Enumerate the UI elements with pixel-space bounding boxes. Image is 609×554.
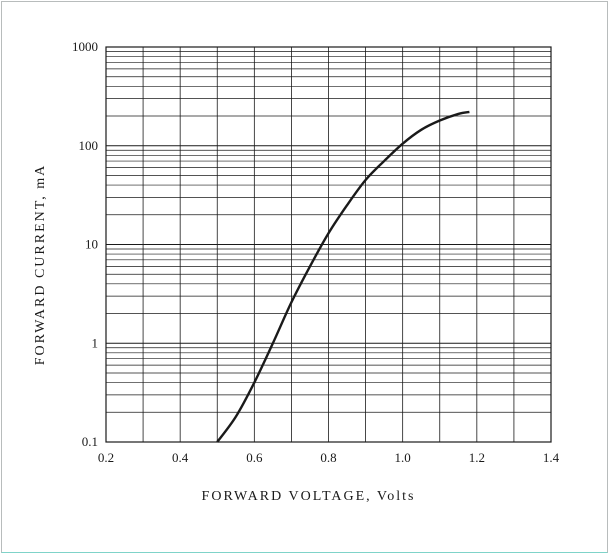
x-tick-label: 0.8	[320, 450, 336, 465]
x-tick-label: 0.4	[172, 450, 189, 465]
x-tick-labels: 0.2 0.4 0.6 0.8 1.0 1.2 1.4	[98, 450, 560, 465]
y-tick-label: 10	[85, 237, 98, 252]
x-tick-label: 0.6	[246, 450, 263, 465]
x-tick-label: 0.2	[98, 450, 114, 465]
y-tick-label: 1	[92, 335, 99, 350]
series-line	[216, 110, 470, 443]
x-axis-label: FORWARD VOLTAGE, Volts	[202, 489, 416, 504]
grid	[106, 47, 551, 442]
x-tick-label: 1.0	[395, 450, 411, 465]
y-axis-label: FORWARD CURRENT, mA	[33, 164, 48, 365]
x-tick-label: 1.2	[469, 450, 485, 465]
y-tick-label: 0.1	[82, 434, 98, 449]
plot-border	[105, 46, 552, 443]
y-tick-label: 100	[79, 138, 99, 153]
y-tick-label: 1000	[72, 39, 98, 54]
y-tick-labels: 0.1 1 10 100 1000	[72, 39, 98, 449]
x-tick-label: 1.4	[543, 450, 560, 465]
